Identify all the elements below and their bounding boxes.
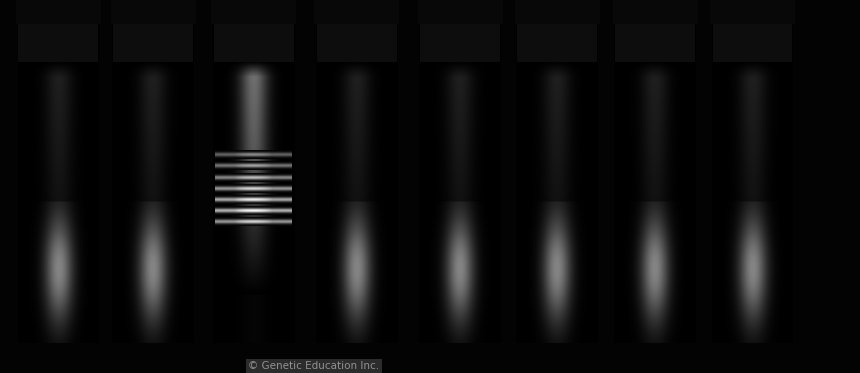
Bar [420,24,501,62]
Bar [16,0,101,24]
Bar [213,24,293,62]
Text: © Genetic Education Inc.: © Genetic Education Inc. [249,361,379,371]
Bar [612,0,698,24]
Bar [599,0,614,373]
Bar [712,24,793,62]
Bar [114,24,193,62]
Bar [710,0,796,24]
Bar [696,0,712,373]
Bar [501,0,516,373]
Bar [397,0,420,373]
Bar [616,24,696,62]
Bar [316,24,396,62]
Bar [514,0,600,24]
Bar [194,0,213,373]
Bar [0,0,18,373]
Bar [315,0,399,24]
Bar [110,0,195,24]
Bar [19,24,99,62]
Bar [294,0,316,373]
Bar [212,0,296,24]
Bar [0,343,860,373]
Bar [418,0,502,24]
Bar [793,0,860,373]
Bar [518,24,598,62]
Bar [99,0,112,373]
